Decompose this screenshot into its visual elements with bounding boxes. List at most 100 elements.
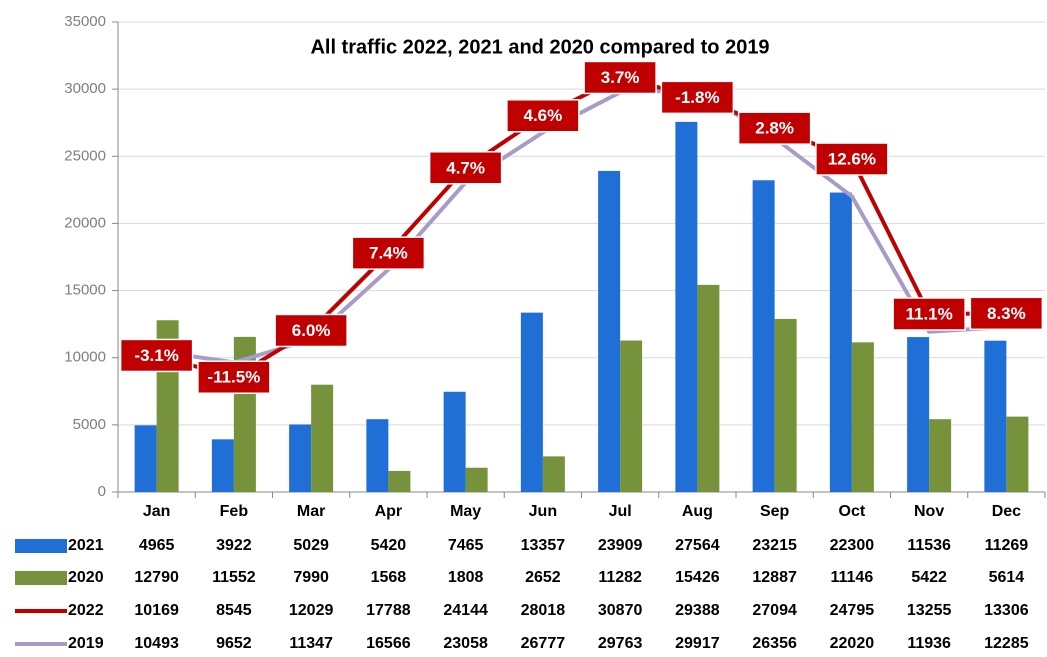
table-cell: 10493: [134, 635, 179, 652]
chart-title: All traffic 2022, 2021 and 2020 compared…: [310, 36, 769, 58]
bar: [598, 170, 621, 492]
table-cell: 15426: [675, 569, 720, 586]
annotation-box: [737, 111, 812, 145]
table-cell: 11347: [289, 635, 333, 652]
x-tick-label: Sep: [760, 503, 790, 520]
table-cell: 4965: [139, 537, 175, 554]
annotation-box: [969, 296, 1044, 331]
bar: [752, 180, 775, 492]
table-cell: 11146: [831, 569, 874, 586]
annotation-box: [428, 151, 503, 185]
annotation-box: [892, 297, 966, 331]
table-cell: 1568: [371, 569, 407, 586]
annotation: 11.1%: [905, 304, 952, 323]
bar: [984, 340, 1007, 492]
bar: [443, 391, 466, 492]
table-cell: 5420: [371, 537, 407, 554]
table-cell: 1808: [448, 569, 484, 586]
annotation-box: [506, 99, 580, 133]
y-tick-label: 30000: [64, 80, 106, 97]
table-cell: 12029: [289, 602, 334, 619]
x-tick-label: Mar: [297, 503, 325, 520]
annotation-box: [583, 60, 657, 95]
annotation: -1.8%: [675, 88, 719, 107]
bar: [366, 419, 389, 492]
annotation-box: [197, 360, 271, 395]
table-cell: 3922: [216, 537, 252, 554]
x-tick-label: Apr: [375, 503, 403, 520]
table-cell: 22300: [830, 537, 875, 554]
table-cell: 27094: [752, 602, 797, 619]
table-cell: 13357: [521, 537, 566, 554]
table-cell: 13306: [984, 602, 1029, 619]
annotation: 4.7%: [446, 158, 485, 177]
x-tick-label: Jul: [609, 503, 632, 520]
annotation: 7.4%: [369, 244, 408, 263]
table-cell: 5614: [989, 569, 1025, 586]
bar: [465, 467, 488, 492]
annotation-box: [815, 142, 889, 176]
table-cell: 16566: [366, 635, 411, 652]
legend-key: [15, 539, 67, 553]
table-cell: 24795: [830, 602, 875, 619]
y-tick-label: 0: [98, 483, 106, 500]
annotation-box: [660, 80, 735, 115]
table-cell: 9652: [216, 635, 252, 652]
annotation: 12.6%: [828, 150, 876, 169]
table-cell: 5422: [911, 569, 947, 586]
table-cell: 10169: [134, 602, 179, 619]
annotation: 4.6%: [524, 106, 563, 125]
bar: [211, 439, 234, 492]
table-cell: 23215: [752, 537, 797, 554]
table-cell: 17788: [366, 602, 411, 619]
table-cell: 26356: [752, 635, 797, 652]
table-cell: 11269: [985, 537, 1029, 554]
bar: [851, 342, 874, 492]
table-cell: 11936: [907, 635, 951, 652]
y-tick-label: 25000: [64, 147, 106, 164]
table-cell: 2652: [525, 569, 561, 586]
table-cell: 13255: [907, 602, 952, 619]
annotation: 3.7%: [601, 68, 640, 87]
y-tick-label: 15000: [64, 282, 106, 299]
annotation: -3.1%: [134, 346, 178, 365]
x-tick-label: Dec: [992, 503, 1021, 520]
x-tick-label: Nov: [914, 503, 944, 520]
y-tick-label: 35000: [64, 13, 106, 30]
annotation-box: [351, 236, 426, 270]
bar: [829, 192, 852, 493]
bar: [1006, 416, 1029, 492]
bar: [620, 340, 643, 492]
bar: [675, 121, 698, 492]
y-tick-label: 20000: [64, 214, 106, 231]
table-cell: 5029: [293, 537, 329, 554]
y-tick-label: 10000: [64, 349, 106, 366]
legend-label: 2021: [68, 537, 104, 554]
table-cell: 24144: [443, 602, 488, 619]
bar: [520, 312, 543, 492]
table-cell: 29917: [675, 635, 720, 652]
bar: [774, 318, 797, 492]
table-cell: 12285: [984, 635, 1029, 652]
table-cell: 11552: [212, 569, 256, 586]
table-cell: 27564: [675, 537, 720, 554]
table-cell: 30870: [598, 602, 643, 619]
x-tick-label: Oct: [839, 503, 866, 520]
annotation-box: [274, 313, 348, 348]
table-cell: 29763: [598, 635, 643, 652]
annotation: 8.3%: [987, 304, 1026, 323]
legend-key: [15, 571, 67, 585]
annotation: 2.8%: [755, 119, 794, 138]
legend-label: 2019: [68, 635, 104, 652]
table-cell: 28018: [521, 602, 566, 619]
table-cell: 7465: [448, 537, 484, 554]
table-cell: 23909: [598, 537, 643, 554]
table-cell: 12887: [752, 569, 797, 586]
table-cell: 29388: [675, 602, 720, 619]
bar: [929, 419, 952, 492]
legend-label: 2020: [68, 569, 104, 586]
table-cell: 26777: [521, 635, 566, 652]
y-tick-label: 5000: [73, 416, 106, 433]
table-cell: 11282: [598, 569, 642, 586]
